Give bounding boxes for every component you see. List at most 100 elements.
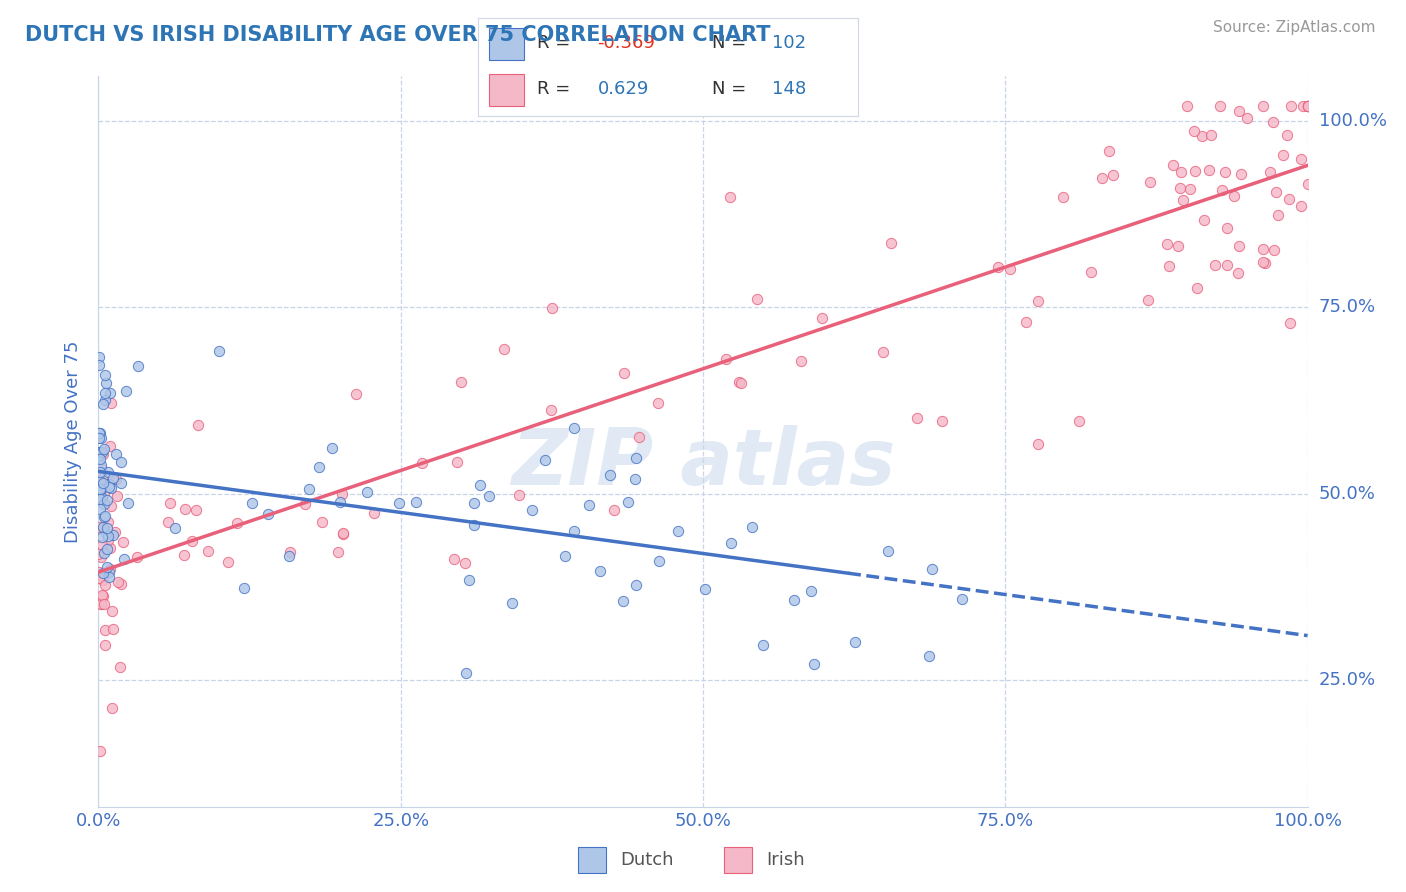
Point [101,622,124,636]
Point [1159,259,1181,273]
Point [127,359,149,373]
Point [1192,212,1215,227]
Y-axis label: Disability Age Over 75: Disability Age Over 75 [65,340,83,543]
Point [94,393,117,408]
Point [1026,293,1049,308]
Point [458,573,481,587]
Point [104,472,127,486]
Point [872,345,894,359]
Point [624,472,647,486]
Point [107,574,129,589]
Point [90,458,112,472]
Point [94,376,117,390]
Point [97,477,120,491]
Point [1187,281,1209,295]
Point [311,516,333,530]
Point [1253,242,1275,256]
Point [1168,181,1191,195]
Point [344,386,367,401]
Point [332,526,354,541]
Point [174,502,197,516]
Point [648,554,671,568]
Point [93,385,115,400]
Text: 100.0%: 100.0% [1319,112,1386,129]
Point [103,527,125,541]
Point [115,384,138,399]
Point [718,190,741,204]
Point [1213,165,1236,179]
Point [91,475,114,490]
Text: 102: 102 [772,35,807,53]
Point [94,624,117,638]
Point [104,447,127,461]
Point [534,453,557,467]
Point [1184,164,1206,178]
Point [1223,188,1246,202]
Point [468,478,491,492]
Point [1263,244,1285,258]
Point [111,534,134,549]
Bar [578,847,606,872]
Point [91,521,114,535]
Point [1296,177,1319,191]
Point [405,495,427,509]
Point [790,354,813,368]
Point [356,484,378,499]
Text: 148: 148 [772,80,807,98]
Point [90,597,112,611]
Point [918,649,941,664]
Point [294,497,316,511]
Point [647,395,669,409]
Point [613,366,636,380]
Point [950,592,973,607]
Point [931,414,953,428]
Point [730,376,752,390]
Point [1156,236,1178,251]
Text: DUTCH VS IRISH DISABILITY AGE OVER 75 CORRELATION CHART: DUTCH VS IRISH DISABILITY AGE OVER 75 CO… [25,25,770,45]
Point [90,530,112,544]
Point [1292,98,1315,112]
Point [329,494,352,508]
Point [612,594,634,608]
Point [1216,221,1239,235]
Point [110,476,132,491]
Point [921,561,943,575]
Point [87,451,110,466]
Point [1167,238,1189,252]
Point [98,541,121,556]
Point [87,519,110,533]
Point [97,533,120,547]
Point [1170,165,1192,179]
Text: ZIP atlas: ZIP atlas [510,425,896,501]
Point [541,301,564,315]
Point [90,597,112,611]
Point [463,517,485,532]
Point [1090,170,1112,185]
Point [98,480,121,494]
Text: Irish: Irish [766,851,804,869]
Point [159,496,181,510]
Point [727,375,749,389]
Bar [489,74,523,106]
Point [1080,265,1102,279]
Point [741,520,763,534]
Point [87,350,110,364]
Point [93,442,115,457]
Point [1097,144,1119,158]
Point [91,538,114,552]
Point [90,431,112,445]
Text: 50.0%: 50.0% [1319,484,1375,503]
Point [97,465,120,479]
Point [1277,192,1299,206]
Point [98,565,121,579]
Point [803,657,825,671]
Point [90,471,112,485]
Point [96,560,118,574]
Bar [489,28,523,60]
Point [94,526,117,541]
Point [326,545,349,559]
Point [508,488,530,502]
Point [96,493,118,508]
Point [98,386,121,401]
Point [114,551,136,566]
